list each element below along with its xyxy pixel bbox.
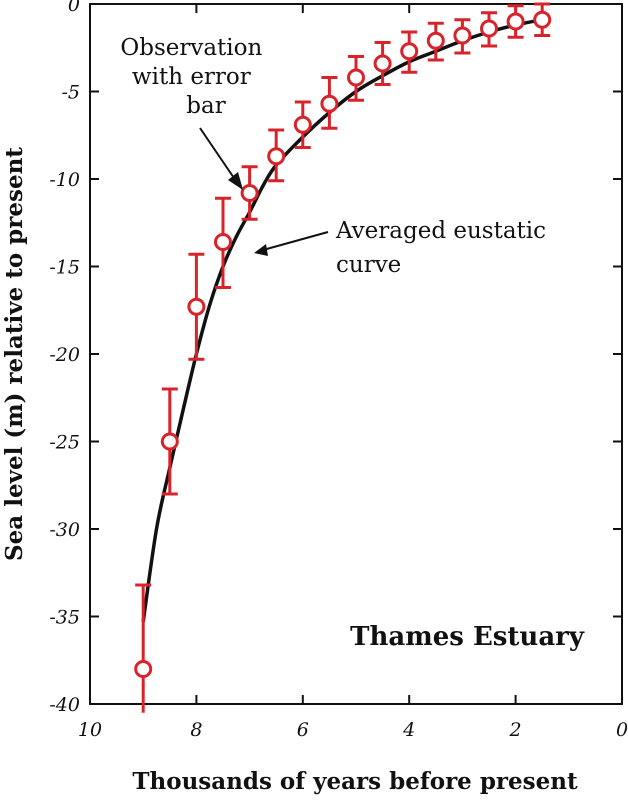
y-tick-label: -5: [61, 82, 80, 104]
observation-marker: [506, 12, 525, 31]
x-tick-label: 4: [402, 719, 415, 741]
y-tick-label: -15: [49, 257, 80, 279]
annotation-observation-line-2: with error: [132, 64, 251, 90]
plot-frame: [89, 3, 623, 705]
observation-point: [373, 41, 392, 86]
site-label: Thames Estuary: [350, 622, 585, 652]
tick-labels: 0 -5 -10 -15 -20 -25 -30 -35 -40 10 8 6 4 2 0: [49, 0, 628, 741]
observation-marker: [214, 233, 232, 251]
x-axis-title: Thousands of years before present: [132, 768, 578, 795]
annotation-observation-line-3: bar: [186, 93, 225, 119]
annotation-observation-arrow-shaft: [199, 127, 237, 182]
annotation-curve-line-2: curve: [336, 252, 401, 278]
observation-point: [293, 100, 312, 149]
annotation-observation-arrow-head-icon: [228, 172, 243, 190]
y-tick-label: -30: [49, 519, 80, 541]
y-axis-title: Sea level (m) relative to present: [1, 147, 28, 561]
observation-point: [214, 196, 232, 289]
annotation-observation-line-1: Observation: [120, 35, 262, 61]
observation-point: [134, 583, 153, 713]
observation-marker: [480, 19, 498, 38]
y-tick-label: -25: [49, 432, 80, 454]
observation-marker: [533, 10, 552, 29]
annotation-curve-arrow-head-icon: [254, 244, 268, 256]
observation-marker: [347, 68, 365, 87]
x-tick-label: 10: [78, 719, 102, 741]
observation-point: [400, 30, 419, 74]
annotation-curve-line-1: Averaged eustatic: [335, 218, 546, 244]
observation-point: [453, 18, 472, 55]
x-tick-label: 2: [509, 719, 522, 741]
x-tick-label: 6: [297, 719, 309, 741]
observation-marker: [453, 26, 472, 45]
annotation-curve: Averaged eustatic curve: [335, 218, 553, 278]
observation-marker: [373, 54, 392, 73]
observation-point: [533, 2, 552, 37]
y-tick-label: -10: [49, 169, 80, 191]
y-tick-label: -40: [49, 694, 80, 716]
y-tick-label: -35: [49, 607, 80, 629]
annotation-observation: Observation with error bar: [120, 35, 269, 119]
x-tick-label: 8: [190, 719, 202, 741]
annotation-curve-arrow-shaft: [262, 231, 329, 251]
observation-point: [347, 55, 365, 102]
observation-point: [480, 11, 498, 48]
observation-marker: [320, 94, 339, 113]
observation-point: [506, 4, 525, 39]
observation-marker: [240, 184, 259, 202]
y-tick-label: 0: [68, 0, 80, 16]
observation-point: [240, 165, 259, 221]
observation-marker: [160, 432, 179, 451]
observation-marker: [134, 660, 153, 678]
observation-points: [134, 2, 552, 713]
y-tick-label: -20: [49, 344, 80, 366]
tick-marks: [89, 3, 623, 705]
observation-marker: [293, 115, 312, 134]
observation-marker: [187, 297, 206, 316]
observation-point: [320, 76, 339, 130]
observation-point: [187, 252, 206, 361]
x-tick-label: 0: [616, 719, 628, 741]
observation-point: [267, 128, 286, 183]
observation-marker: [400, 42, 419, 61]
observation-point: [160, 387, 179, 496]
observation-marker: [426, 31, 445, 50]
observation-marker: [267, 147, 286, 166]
observation-point: [426, 21, 445, 62]
